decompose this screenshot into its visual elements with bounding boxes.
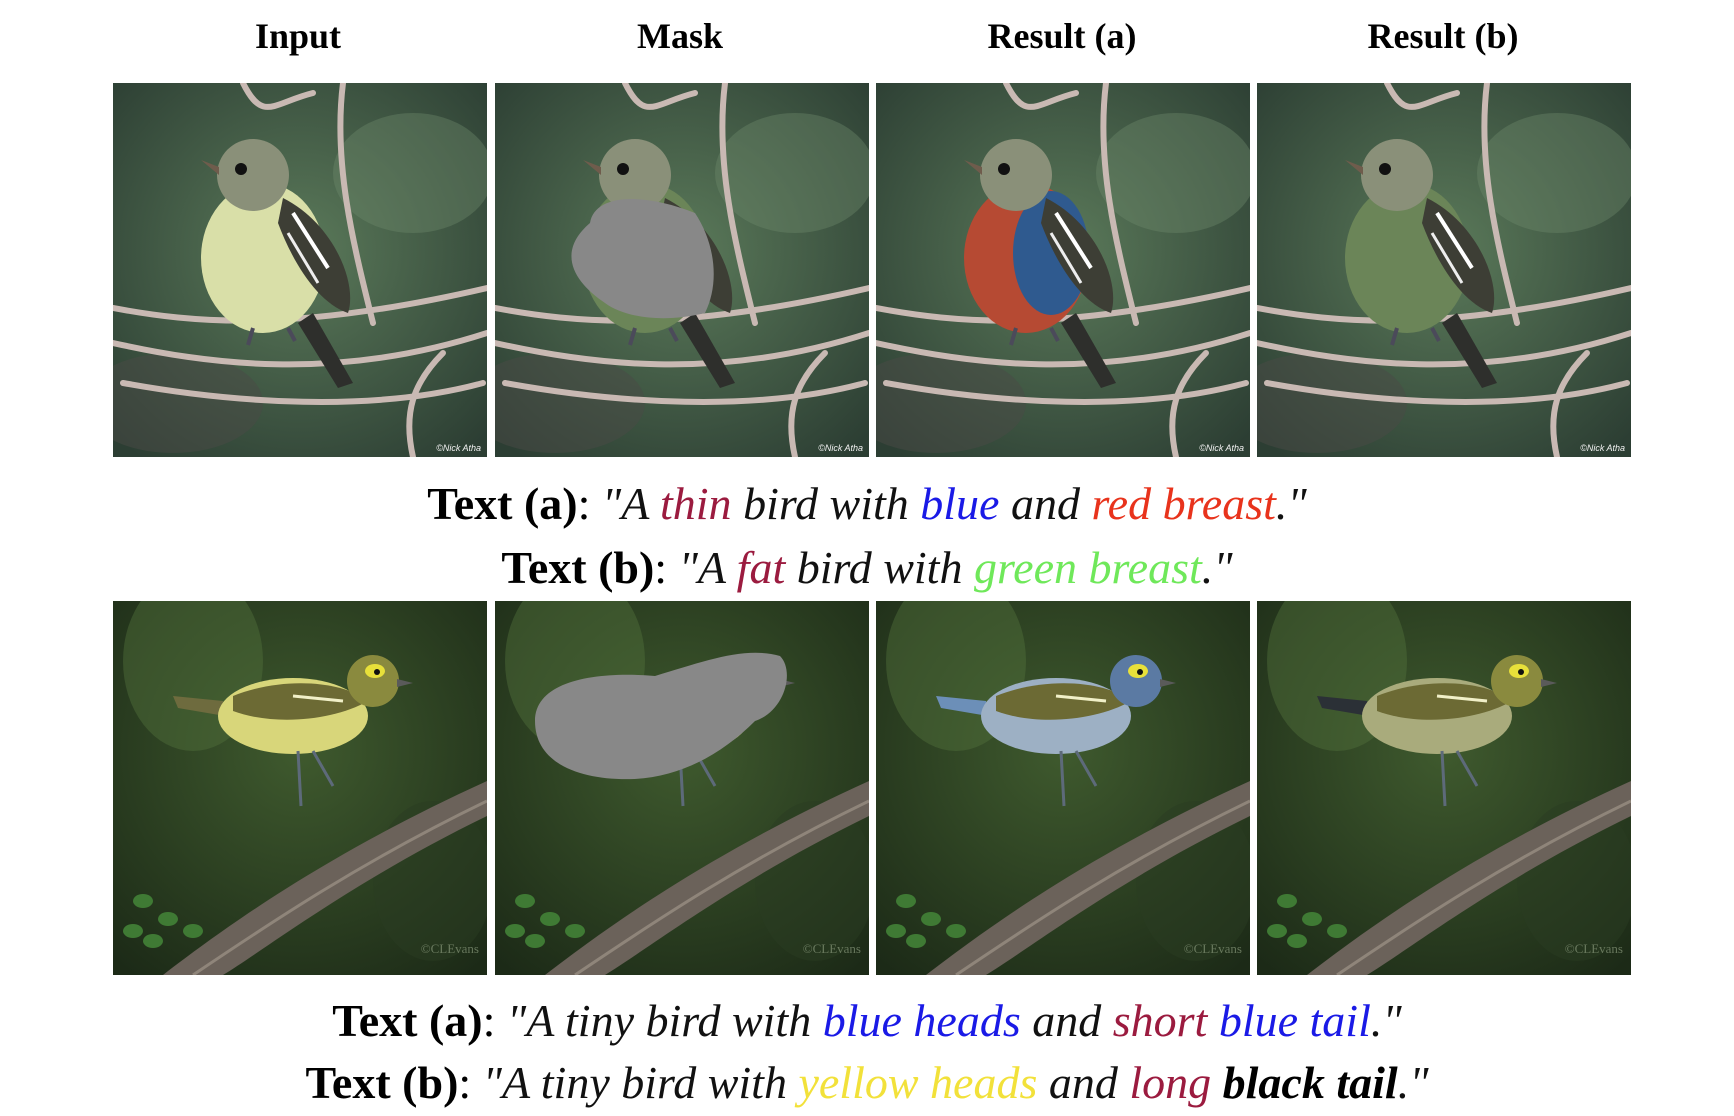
caption-segment: short xyxy=(1112,995,1208,1046)
row1-result-b-image: ©Nick Atha xyxy=(1257,83,1631,457)
bird-photo: ©CLEvans xyxy=(113,601,487,975)
caption-text: "A thin bird with blue and red breast." xyxy=(602,478,1307,529)
caption-colon: : xyxy=(458,1057,483,1108)
caption-segment: and xyxy=(999,478,1092,529)
caption-segment: ." xyxy=(1275,478,1307,529)
header-result-a: Result (a) xyxy=(987,16,1137,56)
caption-segment: ." xyxy=(1370,995,1402,1046)
watermark: ©CLEvans xyxy=(421,941,479,956)
row1-mask-image: ©Nick Atha xyxy=(495,83,869,457)
caption-segment xyxy=(1211,1057,1223,1108)
row2-caption-a: Text (a): "A tiny bird with blue heads a… xyxy=(0,993,1734,1049)
caption-segment: "A xyxy=(601,478,660,529)
caption-segment: ." xyxy=(1201,542,1233,593)
bird-photo: ©Nick Atha xyxy=(113,83,487,457)
caption-segment: fat xyxy=(736,542,786,593)
caption-segment: blue xyxy=(920,478,1000,529)
caption-segment: "A tiny bird with xyxy=(506,995,823,1046)
row1-input-image: ©Nick Atha xyxy=(113,83,487,457)
caption-segment: "A tiny bird with xyxy=(482,1057,799,1108)
watermark: ©CLEvans xyxy=(1565,941,1623,956)
caption-segment: "A xyxy=(678,542,737,593)
bird-photo: ©Nick Atha xyxy=(1257,83,1631,457)
watermark: ©Nick Atha xyxy=(1580,443,1625,453)
caption-segment: thin xyxy=(660,478,732,529)
caption-label: Text (a) xyxy=(332,995,483,1046)
row2-result-a-image: ©CLEvans xyxy=(876,601,1250,975)
row2-caption-b: Text (b): "A tiny bird with yellow heads… xyxy=(0,1055,1734,1111)
caption-colon: : xyxy=(577,478,602,529)
row2-result-b-image: ©CLEvans xyxy=(1257,601,1631,975)
caption-label: Text (b) xyxy=(501,542,655,593)
row1-result-a-image: ©Nick Atha xyxy=(876,83,1250,457)
caption-text: "A fat bird with green breast." xyxy=(679,542,1233,593)
row2-mask-image: ©CLEvans xyxy=(495,601,869,975)
caption-segment: blue tail xyxy=(1218,995,1371,1046)
caption-segment: red breast xyxy=(1091,478,1276,529)
bird-photo: ©Nick Atha xyxy=(876,83,1250,457)
row1-caption-b: Text (b): "A fat bird with green breast.… xyxy=(0,540,1734,596)
caption-segment: long xyxy=(1129,1057,1212,1108)
caption-segment: bird with xyxy=(731,478,921,529)
caption-segment xyxy=(1207,995,1219,1046)
caption-segment: black tail xyxy=(1222,1057,1398,1108)
caption-text: "A tiny bird with yellow heads and long … xyxy=(483,1057,1429,1108)
bird-photo: ©CLEvans xyxy=(1257,601,1631,975)
caption-segment: yellow heads xyxy=(798,1057,1038,1108)
caption-segment: and xyxy=(1020,995,1113,1046)
header-input: Input xyxy=(254,16,342,56)
row2-input-image: ©CLEvans xyxy=(113,601,487,975)
header-mask: Mask xyxy=(636,16,723,56)
bird-photo: ©Nick Atha xyxy=(495,83,869,457)
caption-colon: : xyxy=(482,995,507,1046)
row1-caption-a: Text (a): "A thin bird with blue and red… xyxy=(0,476,1734,532)
caption-segment: bird with xyxy=(785,542,974,593)
bird-photo: ©CLEvans xyxy=(495,601,869,975)
watermark: ©Nick Atha xyxy=(436,443,481,453)
caption-label: Text (b) xyxy=(305,1057,459,1108)
caption-segment: green breast xyxy=(973,542,1202,593)
caption-segment: and xyxy=(1037,1057,1130,1108)
caption-text: "A tiny bird with blue heads and short b… xyxy=(507,995,1402,1046)
caption-segment: ." xyxy=(1397,1057,1429,1108)
caption-segment: blue heads xyxy=(822,995,1021,1046)
bird-photo: ©CLEvans xyxy=(876,601,1250,975)
watermark: ©CLEvans xyxy=(1184,941,1242,956)
watermark: ©Nick Atha xyxy=(818,443,863,453)
watermark: ©Nick Atha xyxy=(1199,443,1244,453)
header-result-b: Result (b) xyxy=(1367,16,1519,56)
caption-colon: : xyxy=(654,542,679,593)
caption-label: Text (a) xyxy=(427,478,578,529)
watermark: ©CLEvans xyxy=(803,941,861,956)
